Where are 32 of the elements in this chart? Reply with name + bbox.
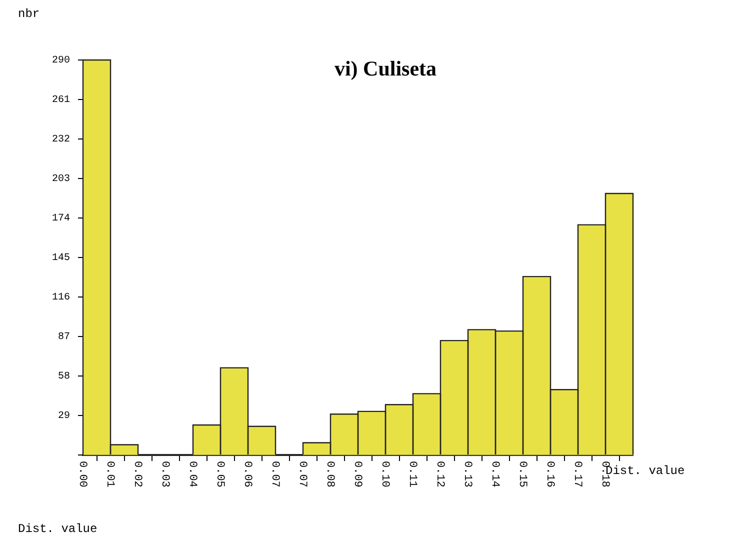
y-tick-label: 290 xyxy=(52,56,70,67)
x-tick-label: 0.11 xyxy=(406,461,418,488)
x-tick-label: 0.17 xyxy=(571,461,584,488)
x-tick-label: 0.09 xyxy=(351,461,364,488)
y-tick-label: 232 xyxy=(52,134,70,146)
x-tick-label: 0.04 xyxy=(186,461,198,488)
y-tick-label: 58 xyxy=(58,372,70,383)
x-tick-label: 0.16 xyxy=(544,461,556,488)
y-tick-label: 29 xyxy=(58,411,70,422)
x-tick-label: 0.14 xyxy=(488,461,501,488)
x-tick-label: 0.02 xyxy=(131,461,144,488)
x-tick-label: 0.07 xyxy=(296,461,308,488)
y-tick-label: 174 xyxy=(52,214,70,225)
x-tick-label: 0.00 xyxy=(76,461,88,488)
text: Dist. value xyxy=(18,522,98,536)
y-tick-label: 261 xyxy=(52,95,70,106)
x-tick-label: 0.01 xyxy=(104,461,116,488)
x-tick-label: 0.07 xyxy=(268,461,281,488)
x-tick-label: 0.03 xyxy=(158,461,171,488)
y-tick-label: 203 xyxy=(52,174,70,186)
x-tick-label: 0.15 xyxy=(516,461,528,488)
x-tick-label: 0.12 xyxy=(434,461,446,488)
x-tick-label: 0.08 xyxy=(324,461,336,488)
y-axis-title: nbr xyxy=(18,7,40,22)
x-tick-label: 0.05 xyxy=(214,461,226,488)
chart-title: vi) Culiseta xyxy=(334,56,438,80)
x-tick-label: 0.13 xyxy=(461,461,474,488)
y-tick-label: 145 xyxy=(52,253,70,264)
y-tick-label: 87 xyxy=(58,332,70,344)
x-tick-label: 0.06 xyxy=(241,461,254,488)
x-tick-label: 0.10 xyxy=(378,461,391,488)
y-tick-label: 116 xyxy=(52,292,70,304)
